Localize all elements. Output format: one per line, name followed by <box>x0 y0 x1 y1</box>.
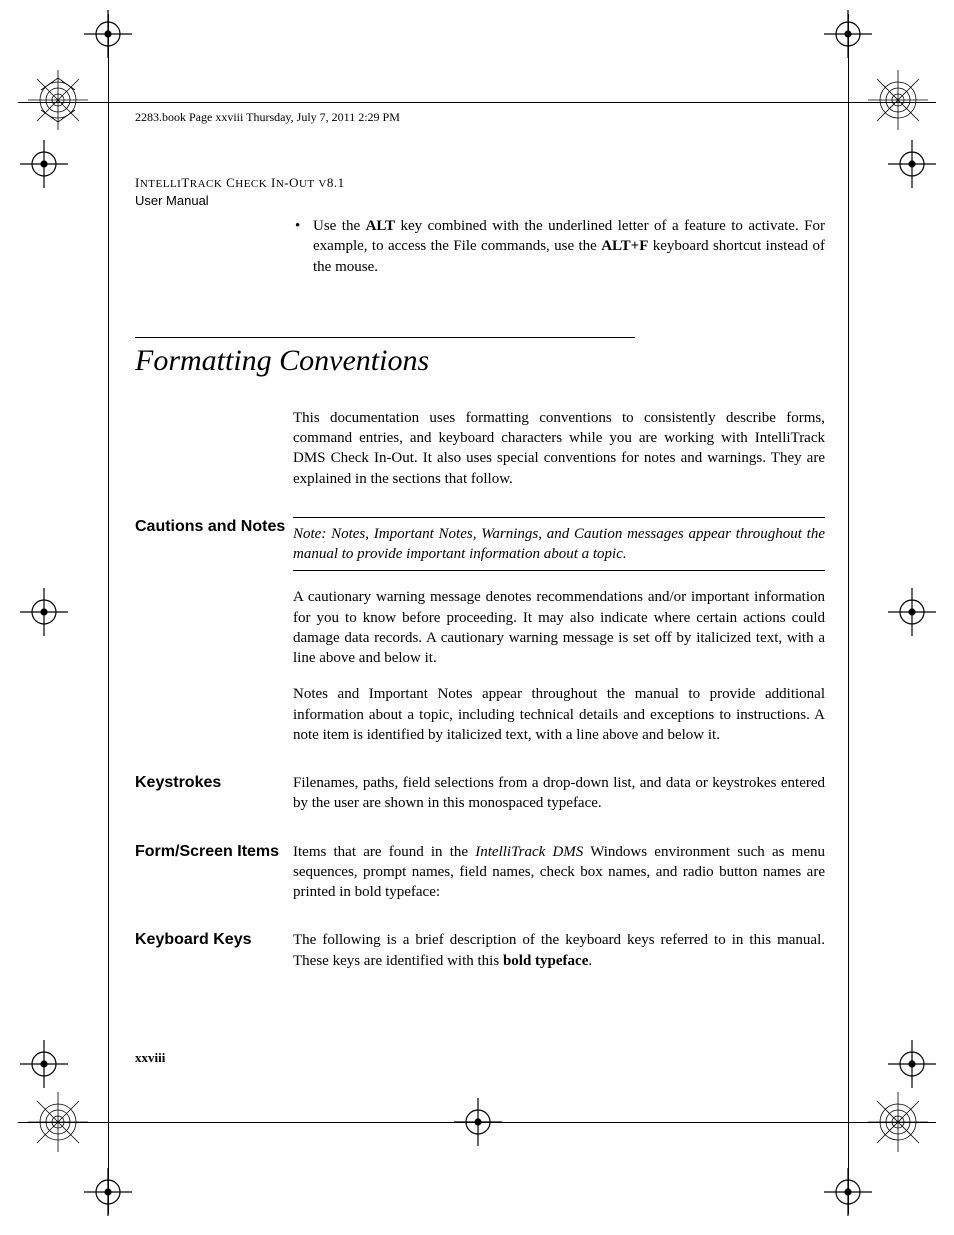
crosshair-icon <box>824 10 872 58</box>
section-intro: This documentation uses formatting conve… <box>293 408 825 489</box>
doc-subtitle: User Manual <box>135 193 825 208</box>
registration-mark-icon <box>28 70 88 130</box>
bullet-list: • Use the ALT key combined with the unde… <box>295 216 825 277</box>
body-paragraph: A cautionary warning message denotes rec… <box>293 587 825 668</box>
doc-title: INTELLITRACK CHECK IN-OUT V8.1 <box>135 175 825 191</box>
crosshair-icon <box>20 588 68 636</box>
crosshair-icon <box>20 1040 68 1088</box>
page-number: xxviii <box>135 1050 165 1066</box>
body-paragraph: Items that are found in the IntelliTrack… <box>293 842 825 903</box>
subsection-keyboard: Keyboard Keys The following is a brief d… <box>135 930 825 971</box>
bullet-icon: • <box>295 216 313 277</box>
subsection-formscreen: Form/Screen Items Items that are found i… <box>135 842 825 903</box>
crosshair-icon <box>454 1098 502 1146</box>
running-header: 2283.book Page xxviii Thursday, July 7, … <box>135 110 825 125</box>
page-content: 2283.book Page xxviii Thursday, July 7, … <box>135 110 825 971</box>
subsection-cautions: Cautions and Notes Note: Notes, Importan… <box>135 517 825 745</box>
registration-mark-icon <box>868 70 928 130</box>
note-box: Note: Notes, Important Notes, Warnings, … <box>293 517 825 572</box>
crosshair-icon <box>84 1168 132 1216</box>
section-rule <box>135 337 635 338</box>
subsection-heading: Keystrokes <box>135 773 293 814</box>
subsection-heading: Form/Screen Items <box>135 842 293 903</box>
crosshair-icon <box>888 1040 936 1088</box>
crosshair-icon <box>824 1168 872 1216</box>
subsection-heading: Cautions and Notes <box>135 517 293 745</box>
crosshair-icon <box>20 140 68 188</box>
crosshair-icon <box>84 10 132 58</box>
crop-line-right <box>848 14 849 1214</box>
crosshair-icon <box>888 588 936 636</box>
subsection-heading: Keyboard Keys <box>135 930 293 971</box>
crop-line-left <box>108 14 109 1214</box>
bullet-text: Use the ALT key combined with the underl… <box>313 216 825 277</box>
registration-mark-icon <box>868 1092 928 1152</box>
body-paragraph: Filenames, paths, field selections from … <box>293 773 825 814</box>
body-paragraph: The following is a brief description of … <box>293 930 825 971</box>
section-title: Formatting Conventions <box>135 344 825 378</box>
body-paragraph: Notes and Important Notes appear through… <box>293 684 825 745</box>
crosshair-icon <box>888 140 936 188</box>
registration-mark-icon <box>28 1092 88 1152</box>
crop-line-top <box>18 102 936 103</box>
subsection-keystrokes: Keystrokes Filenames, paths, field selec… <box>135 773 825 814</box>
